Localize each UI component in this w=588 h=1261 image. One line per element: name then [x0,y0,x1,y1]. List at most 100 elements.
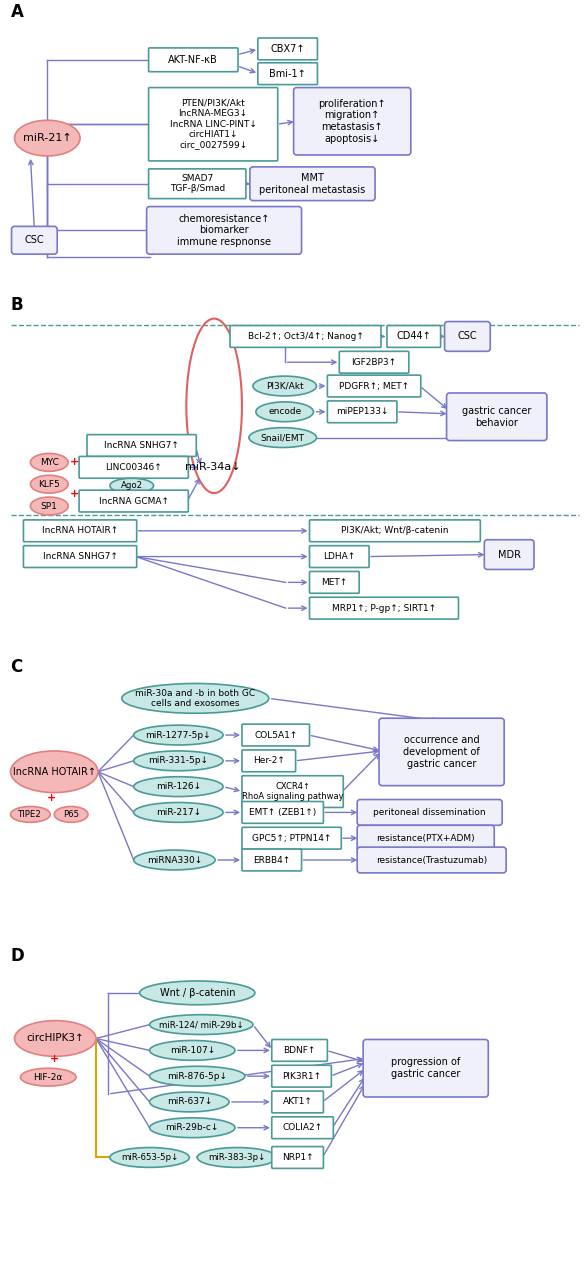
Ellipse shape [54,807,88,822]
Text: ERBB4↑: ERBB4↑ [253,855,290,865]
FancyBboxPatch shape [258,63,318,84]
FancyBboxPatch shape [230,325,381,347]
Text: miR-107↓: miR-107↓ [170,1045,215,1055]
Text: HIF-2α: HIF-2α [34,1073,63,1082]
Text: LINC00346↑: LINC00346↑ [105,463,162,472]
Text: Bmi-1↑: Bmi-1↑ [269,68,306,78]
Ellipse shape [110,1148,189,1168]
Ellipse shape [133,725,223,745]
Text: Wnt / β-catenin: Wnt / β-catenin [159,987,235,997]
Text: miR-29b-c↓: miR-29b-c↓ [166,1124,219,1132]
Text: occurrence and
development of
gastric cancer: occurrence and development of gastric ca… [403,735,480,768]
Text: COLIA2↑: COLIA2↑ [282,1124,323,1132]
Ellipse shape [256,402,313,421]
Ellipse shape [31,454,68,472]
FancyBboxPatch shape [446,393,547,440]
Text: miR-637↓: miR-637↓ [166,1097,212,1106]
Text: resistance(PTX+ADM): resistance(PTX+ADM) [376,834,475,842]
Text: EMT↑ (ZEB1↑): EMT↑ (ZEB1↑) [249,808,316,817]
Ellipse shape [11,807,50,822]
Text: AKT-NF-κB: AKT-NF-κB [168,54,218,64]
Text: miR-1277-5p↓: miR-1277-5p↓ [146,730,211,739]
FancyBboxPatch shape [293,87,411,155]
Ellipse shape [253,376,316,396]
FancyBboxPatch shape [242,750,296,772]
Text: progression of
gastric cancer: progression of gastric cancer [391,1058,460,1079]
Text: D: D [11,947,24,965]
Text: miPEP133↓: miPEP133↓ [336,407,389,416]
FancyBboxPatch shape [272,1091,323,1113]
FancyBboxPatch shape [357,847,506,873]
Text: miR-30a and -b in both GC
cells and exosomes: miR-30a and -b in both GC cells and exos… [135,689,255,709]
Text: BDNF↑: BDNF↑ [283,1045,316,1055]
FancyBboxPatch shape [149,48,238,72]
Text: Bcl-2↑; Oct3/4↑; Nanog↑: Bcl-2↑; Oct3/4↑; Nanog↑ [248,332,363,340]
Text: miR-383-3p↓: miR-383-3p↓ [208,1153,266,1161]
Text: peritoneal dissemination: peritoneal dissemination [373,808,486,817]
Text: PDGFR↑; MET↑: PDGFR↑; MET↑ [339,382,409,391]
Text: Snail/EMT: Snail/EMT [260,433,305,443]
Text: miR-21↑: miR-21↑ [23,134,72,144]
Text: miR-124/ miR-29b↓: miR-124/ miR-29b↓ [159,1020,243,1029]
Text: CD44↑: CD44↑ [396,332,431,342]
Ellipse shape [21,1068,76,1086]
Text: CSC: CSC [25,236,44,246]
FancyBboxPatch shape [309,520,480,542]
Text: miR-876-5p↓: miR-876-5p↓ [167,1072,228,1081]
FancyBboxPatch shape [357,799,502,825]
Text: CBX7↑: CBX7↑ [270,44,305,54]
FancyBboxPatch shape [272,1117,333,1139]
Ellipse shape [31,475,68,493]
Text: MRP1↑; P-gp↑; SIRT1↑: MRP1↑; P-gp↑; SIRT1↑ [332,604,436,613]
Text: +: + [50,1054,59,1064]
FancyBboxPatch shape [79,491,188,512]
Text: +: + [70,458,79,468]
Text: TIPE2: TIPE2 [18,810,42,818]
Text: CSC: CSC [457,332,477,342]
Text: +: + [47,792,56,802]
Text: lncRNA HOTAIR↑: lncRNA HOTAIR↑ [42,526,118,536]
FancyBboxPatch shape [87,435,196,456]
Text: miR-653-5p↓: miR-653-5p↓ [121,1153,178,1161]
Text: miR-331-5p↓: miR-331-5p↓ [148,757,208,765]
Text: PI3K/Akt; Wnt/β-catenin: PI3K/Akt; Wnt/β-catenin [341,526,449,536]
Text: gastric cancer
behavior: gastric cancer behavior [462,406,532,427]
Ellipse shape [140,981,255,1005]
Text: resistance(Trastuzumab): resistance(Trastuzumab) [376,855,487,865]
Text: MET↑: MET↑ [321,578,348,586]
FancyBboxPatch shape [328,401,397,422]
Text: MYC: MYC [40,458,59,467]
FancyBboxPatch shape [242,849,302,871]
Ellipse shape [133,777,223,797]
Ellipse shape [15,1020,96,1057]
Text: KLF5: KLF5 [38,479,60,489]
FancyBboxPatch shape [387,325,440,347]
Text: P65: P65 [63,810,79,818]
FancyBboxPatch shape [445,322,490,352]
Text: A: A [11,4,24,21]
Ellipse shape [31,497,68,514]
Text: LDHA↑: LDHA↑ [323,552,355,561]
Text: lncRNA SNHG7↑: lncRNA SNHG7↑ [104,441,179,450]
Ellipse shape [249,427,316,448]
Ellipse shape [149,1067,245,1086]
FancyBboxPatch shape [272,1146,323,1169]
Ellipse shape [197,1148,277,1168]
FancyBboxPatch shape [79,456,188,478]
Ellipse shape [149,1092,229,1112]
Text: SMAD7
TGF-β/Smad: SMAD7 TGF-β/Smad [169,174,225,193]
Ellipse shape [11,752,98,793]
Ellipse shape [122,683,269,714]
Ellipse shape [133,802,223,822]
Text: PI3K/Akt: PI3K/Akt [266,382,303,391]
Ellipse shape [15,120,80,156]
FancyBboxPatch shape [12,227,57,255]
FancyBboxPatch shape [242,776,343,807]
Text: SP1: SP1 [41,502,58,511]
Text: NRP1↑: NRP1↑ [282,1153,313,1161]
Ellipse shape [110,478,153,493]
FancyBboxPatch shape [357,825,495,851]
Text: miR-217↓: miR-217↓ [156,808,201,817]
Text: +: + [70,489,79,499]
FancyBboxPatch shape [24,520,136,542]
